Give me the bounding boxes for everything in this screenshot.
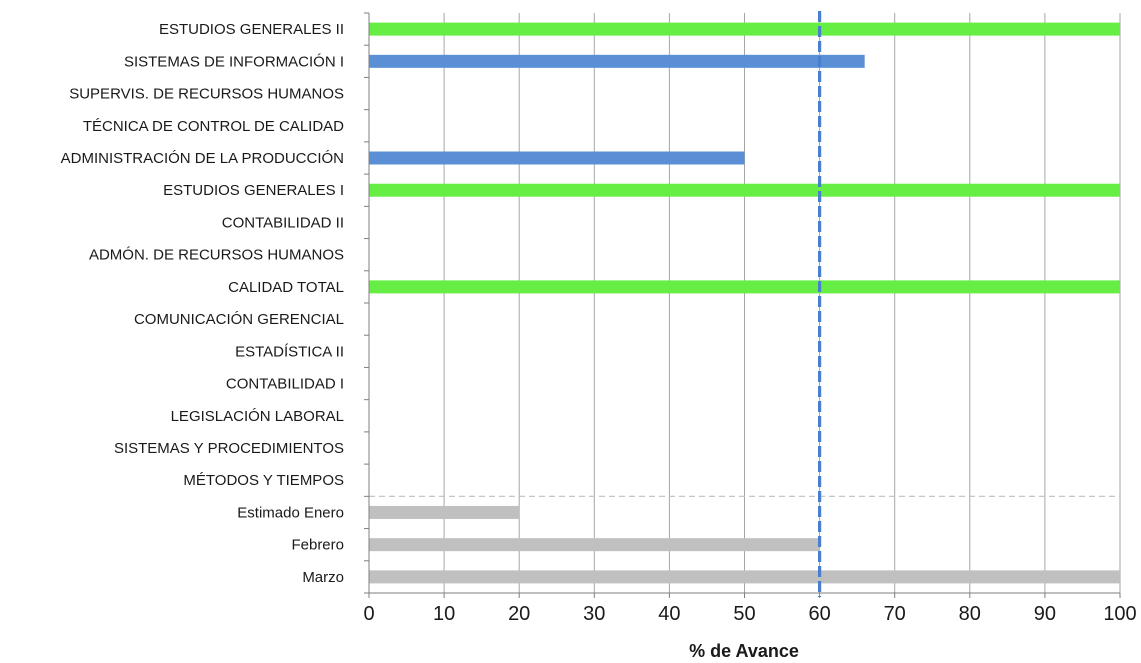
x-tick-label-50: 50 [733, 603, 755, 625]
category-label-12: LEGISLACIÓN LABORAL [171, 408, 344, 425]
bar-15 [369, 505, 520, 519]
bar-1 [369, 54, 865, 68]
x-axis-title: % de Avance [689, 641, 799, 661]
category-label-15: Estimado Enero [237, 504, 344, 521]
category-labels: ESTUDIOS GENERALES II SISTEMAS DE INFORMA… [61, 21, 345, 586]
bars [369, 22, 1120, 584]
x-tick-labels: 0 10 20 30 40 50 60 70 80 90 100 [363, 603, 1136, 625]
category-label-4: ADMINISTRACIÓN DE LA PRODUCCIÓN [61, 150, 344, 167]
category-label-3: TÉCNICA DE CONTROL DE CALIDAD [83, 118, 344, 135]
x-tick-label-100: 100 [1103, 603, 1136, 625]
x-tick-label-80: 80 [959, 603, 981, 625]
category-label-17: Marzo [302, 569, 344, 586]
category-label-5: ESTUDIOS GENERALES I [163, 182, 344, 199]
x-tick-label-10: 10 [433, 603, 455, 625]
axes [364, 11, 1121, 598]
category-label-11: CONTABILIDAD I [226, 376, 344, 393]
x-tick-label-90: 90 [1034, 603, 1056, 625]
bar-16 [369, 538, 820, 552]
category-label-10: ESTADÍSTICA II [235, 343, 344, 360]
x-tick-label-20: 20 [508, 603, 530, 625]
bar-8 [369, 280, 1120, 294]
bar-0 [369, 22, 1120, 36]
category-label-13: SISTEMAS Y PROCEDIMIENTOS [114, 440, 344, 457]
bar-4 [369, 151, 745, 165]
category-label-14: MÉTODOS Y TIEMPOS [183, 472, 344, 489]
category-label-2: SUPERVIS. DE RECURSOS HUMANOS [69, 86, 344, 103]
x-tick-label-0: 0 [363, 603, 374, 625]
category-label-8: CALIDAD TOTAL [228, 279, 344, 296]
bar-17 [369, 570, 1120, 584]
category-label-9: COMUNICACIÓN GERENCIAL [134, 311, 344, 328]
x-tick-label-40: 40 [658, 603, 680, 625]
category-label-0: ESTUDIOS GENERALES II [159, 21, 344, 38]
category-label-16: Febrero [291, 537, 344, 554]
category-label-6: CONTABILIDAD II [222, 214, 344, 231]
category-label-7: ADMÓN. DE RECURSOS HUMANOS [89, 247, 344, 264]
x-tick-label-60: 60 [808, 603, 830, 625]
category-label-1: SISTEMAS DE INFORMACIÓN I [124, 53, 344, 70]
x-tick-label-30: 30 [583, 603, 605, 625]
x-tick-label-70: 70 [884, 603, 906, 625]
bar-5 [369, 183, 1120, 197]
